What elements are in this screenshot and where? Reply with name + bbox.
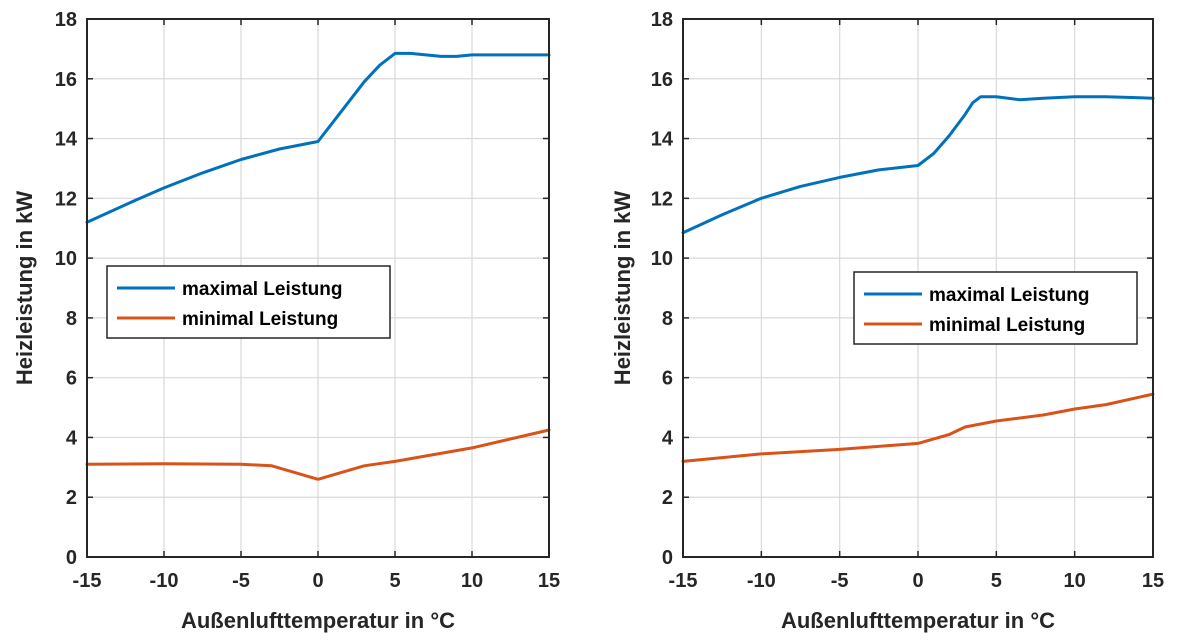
x-tick-label: 15 xyxy=(1142,570,1164,592)
x-tick-label: 15 xyxy=(538,570,560,592)
x-tick-label: 5 xyxy=(389,570,400,592)
y-tick-label: 10 xyxy=(55,248,77,270)
y-axis-label: Heizleistung in kW xyxy=(12,191,37,386)
y-tick-label: 6 xyxy=(662,368,673,390)
x-tick-label: -15 xyxy=(73,570,102,592)
y-tick-label: 8 xyxy=(66,308,77,330)
y-tick-label: 14 xyxy=(55,129,78,151)
y-tick-label: 0 xyxy=(662,547,673,569)
x-tick-label: -5 xyxy=(232,570,250,592)
y-tick-label: 16 xyxy=(55,69,77,91)
x-tick-label: -10 xyxy=(150,570,179,592)
x-axis-label: Außenlufttemperatur in °C xyxy=(781,608,1055,633)
y-tick-label: 12 xyxy=(55,188,77,210)
y-tick-label: 4 xyxy=(662,427,674,449)
legend-label: maximal Leistung xyxy=(182,279,343,300)
x-tick-label: 10 xyxy=(1064,570,1086,592)
y-axis-label: Heizleistung in kW xyxy=(610,191,635,386)
x-tick-label: 5 xyxy=(991,570,1002,592)
series-line-max xyxy=(681,95,1155,235)
legend-box xyxy=(853,271,1138,345)
x-tick-label: 0 xyxy=(312,570,323,592)
legend-label: minimal Leistung xyxy=(182,309,338,330)
series-line-min xyxy=(681,392,1155,463)
y-tick-label: 18 xyxy=(651,9,673,31)
series-line-max xyxy=(85,51,551,224)
y-tick-label: 2 xyxy=(662,487,673,509)
y-tick-label: 2 xyxy=(66,487,77,509)
legend-box xyxy=(106,265,391,339)
y-tick-label: 0 xyxy=(66,547,77,569)
x-tick-label: 0 xyxy=(912,570,923,592)
y-tick-label: 14 xyxy=(651,129,674,151)
x-tick-label: 10 xyxy=(461,570,483,592)
legend: maximal Leistung minimal Leistung xyxy=(106,265,391,339)
y-tick-label: 6 xyxy=(66,368,77,390)
y-tick-label: 12 xyxy=(651,188,673,210)
x-axis-label: Außenlufttemperatur in °C xyxy=(181,608,455,633)
legend-label: minimal Leistung xyxy=(929,315,1085,336)
x-tick-label: -15 xyxy=(669,570,698,592)
y-tick-label: 10 xyxy=(651,248,673,270)
y-tick-label: 4 xyxy=(66,427,78,449)
chart-2: -15 -10 -5 0 5 10 15 0 2 4 6 8 10 12 14 16 18 Außenluftte… xyxy=(610,9,1164,633)
series-line-min xyxy=(85,428,551,481)
y-tick-label: 18 xyxy=(55,9,77,31)
y-tick-label: 8 xyxy=(662,308,673,330)
y-tick-label: 16 xyxy=(651,69,673,91)
chart-1: -15 -10 -5 0 5 10 15 0 2 4 6 8 10 12 14 16 18 Außenluftte… xyxy=(12,9,560,633)
x-tick-label: -10 xyxy=(747,570,776,592)
x-tick-label: -5 xyxy=(831,570,849,592)
legend-label: maximal Leistung xyxy=(929,285,1090,306)
legend: maximal Leistung minimal Leistung xyxy=(853,271,1138,345)
